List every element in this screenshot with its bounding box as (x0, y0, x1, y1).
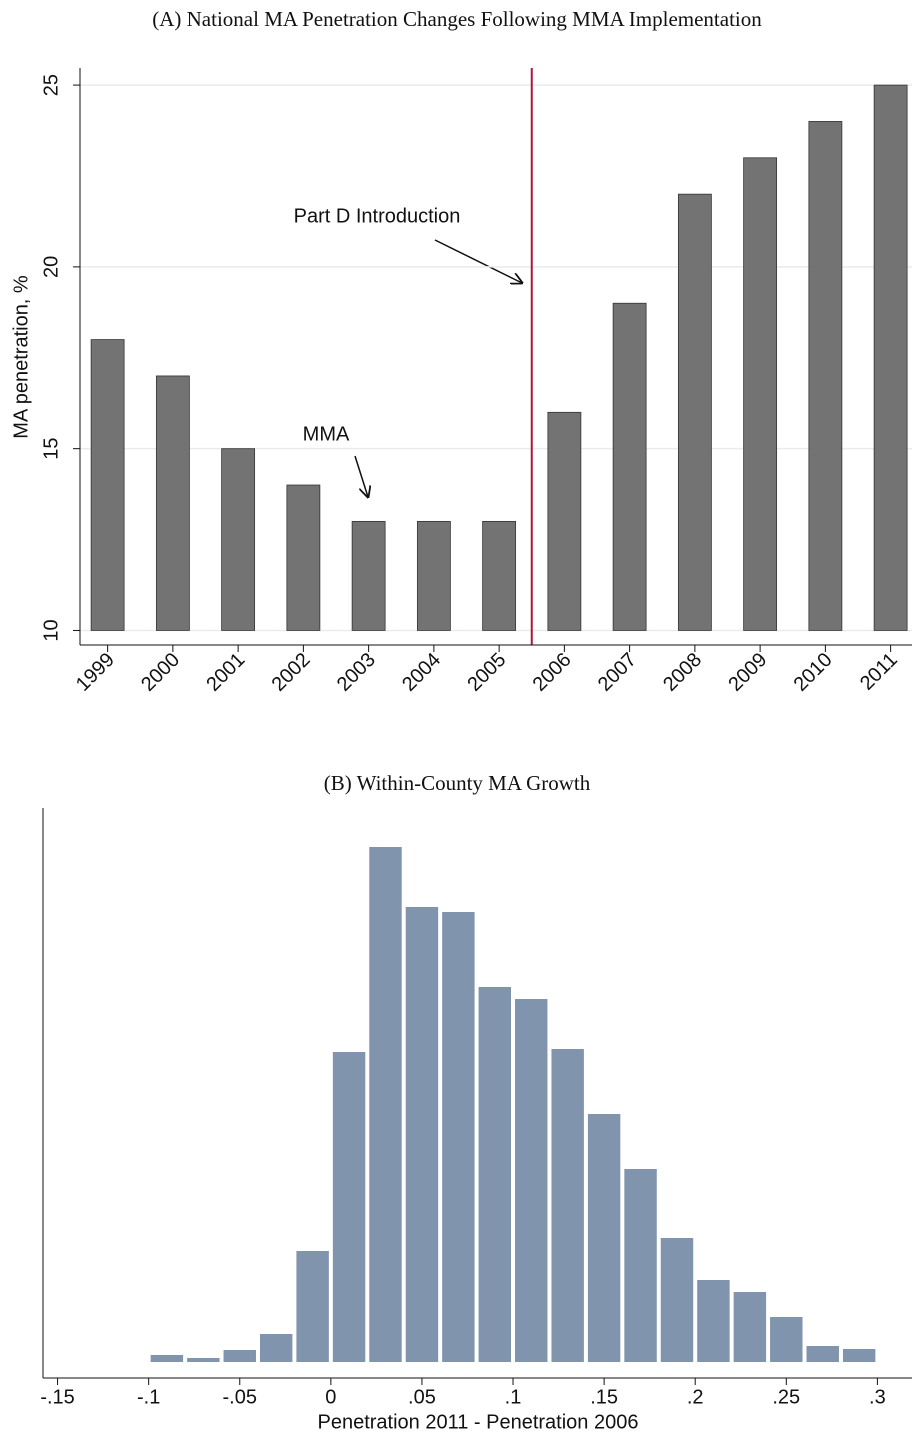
bar (547, 411, 582, 631)
x-tick-label: 2011 (856, 649, 902, 695)
x-tick-label: 2006 (529, 649, 576, 696)
histogram-bar (369, 847, 402, 1362)
x-tick-label: -.05 (223, 1386, 257, 1408)
histogram-bar (223, 1350, 256, 1362)
x-tick-label: 1999 (72, 649, 119, 696)
histogram-bar (697, 1280, 730, 1362)
x-tick-label: 2003 (333, 649, 380, 696)
x-tick-label: 2002 (268, 649, 315, 696)
y-tick-label: 15 (40, 438, 62, 460)
y-axis-label: MA penetration, % (10, 275, 32, 439)
x-tick-label: .1 (505, 1386, 522, 1408)
bar (873, 84, 908, 631)
histogram-bar (587, 1114, 621, 1362)
bar (221, 448, 256, 631)
y-tick-label: 25 (40, 74, 62, 96)
histogram-bar (405, 907, 439, 1362)
x-tick-label: 2008 (659, 649, 706, 696)
y-tick-label: 10 (40, 619, 62, 641)
x-tick-label: .05 (408, 1386, 436, 1408)
histogram-bar (733, 1292, 767, 1362)
x-tick-label: 2010 (790, 649, 837, 696)
x-tick-label: 2007 (594, 649, 641, 696)
annotation-arrow (434, 239, 522, 283)
chart-title: (B) Within-County MA Growth (324, 771, 591, 795)
x-tick-label: 2009 (724, 649, 771, 696)
bar (351, 520, 386, 631)
histogram-bar (624, 1169, 657, 1362)
x-tick-label: 2004 (398, 649, 445, 696)
bar (808, 121, 843, 631)
bar (90, 339, 125, 631)
x-tick-label: .3 (869, 1386, 886, 1408)
x-tick-label: 2005 (463, 649, 510, 696)
histogram-bar (442, 912, 475, 1362)
annotation: Part D Introduction (294, 205, 461, 227)
histogram-bar (806, 1346, 839, 1362)
histogram-bar (515, 999, 548, 1362)
chart-title: (A) National MA Penetration Changes Foll… (152, 7, 762, 31)
histogram-bar (187, 1358, 220, 1362)
x-axis-label: Penetration 2011 - Penetration 2006 (318, 1411, 639, 1433)
histogram-bar (551, 1049, 584, 1362)
histogram-bar (296, 1251, 329, 1362)
histogram-bar (770, 1317, 803, 1362)
histogram-bar (332, 1052, 366, 1362)
x-tick-label: 2001 (202, 649, 249, 696)
x-tick-label: -.1 (137, 1386, 160, 1408)
x-tick-label: 0 (325, 1386, 336, 1408)
bar (416, 520, 451, 631)
y-tick-label: 20 (40, 256, 62, 278)
bar (482, 520, 517, 631)
histogram-bar (842, 1349, 876, 1362)
x-tick-label: 2000 (137, 649, 184, 696)
annotation: MMA (303, 423, 350, 445)
bar (155, 375, 190, 631)
x-tick-label: .25 (772, 1386, 800, 1408)
x-tick-label: -.15 (40, 1386, 74, 1408)
histogram-bar (478, 987, 512, 1362)
bar (286, 484, 321, 631)
bar (612, 302, 647, 631)
x-tick-label: .2 (687, 1386, 704, 1408)
histogram-bar (660, 1238, 694, 1362)
bar (743, 157, 778, 631)
bar (677, 193, 712, 631)
histogram-bar (259, 1334, 293, 1362)
annotation-arrow (354, 455, 368, 497)
x-tick-label: .15 (590, 1386, 618, 1408)
histogram-bar (150, 1355, 184, 1362)
